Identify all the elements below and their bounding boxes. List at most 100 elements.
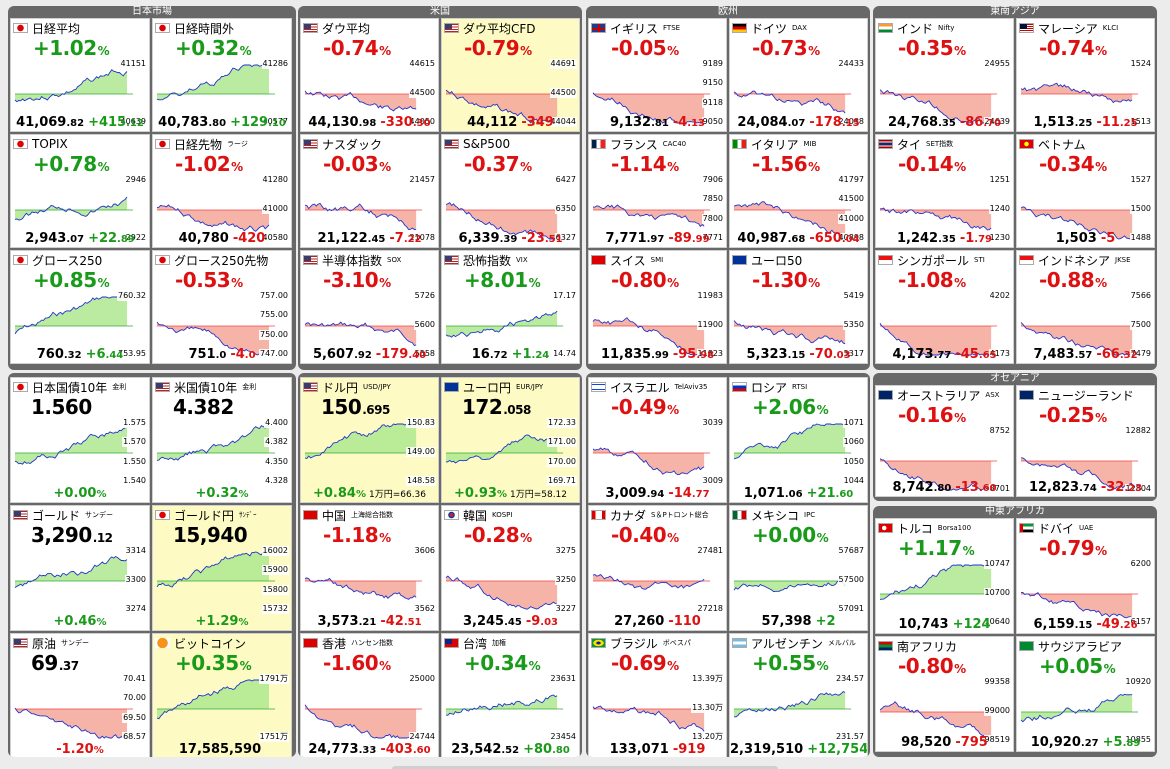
y-axis-label: 4202 [988, 291, 1011, 301]
market-tile[interactable]: ゴールド サンデー 3,290.12 3314 3300 3274 +0.46% [10, 505, 150, 631]
tile-name: 日本国債10年 [32, 380, 108, 395]
tile-subtitle: EUR/JPY [516, 383, 544, 391]
uk-flag-icon [591, 23, 606, 33]
market-tile[interactable]: 香港 ハンセン指数 -1.60% 25000 24744 24,773.33 -403.60 [300, 633, 439, 757]
tile-footer: 40,780 -420 [153, 231, 291, 246]
tile-name: 韓国 [463, 508, 488, 523]
market-tile[interactable]: インド Nifty -0.35% 24955 24639 24,768.35 -86.70 [875, 18, 1014, 132]
market-tile[interactable]: メキシコ IPC +0.00% 57687 57500 57091 57,398 +2 [729, 505, 868, 631]
market-tile[interactable]: 日経平均 +1.02% 41151 40639 41,069.82 +415.12 [10, 18, 150, 132]
market-tile[interactable]: ナスダック -0.03% 21457 21078 21,122.45 -7.22 [300, 134, 439, 248]
market-tile[interactable]: S&P500 -0.37% 6427 6350 6327 6,339.39 -23.51 [441, 134, 580, 248]
market-tile[interactable]: イギリス FTSE -0.05% 9189 9150 9118 9050 9,132.81 -4… [588, 18, 727, 132]
market-tile[interactable]: サウジアラビア +0.05% 10920 10855 10,920.27 +5.89 [1016, 636, 1155, 752]
market-tile[interactable]: ユーロ50 -1.30% 5419 5350 5317 5,323.15 -70.03 [729, 250, 868, 364]
market-tile[interactable]: ダウ平均CFD -0.79% 44691 44500 44044 44,112 -349 [441, 18, 580, 132]
market-tile[interactable]: スイス SMI -0.80% 11983 11900 11823 11,835.99 -95.… [588, 250, 727, 364]
last-price-int: 5,323 [746, 347, 788, 362]
market-tile[interactable]: イタリア MIB -1.56% 41797 41500 41000 40898 40,987.… [729, 134, 868, 248]
market-tile[interactable]: ブラジル ボベスパ -0.69% 13.39万 13.30万 13.20万 133,071-… [588, 633, 727, 757]
price-line [733, 320, 846, 345]
market-tile[interactable]: 日本国債10年 金利 1.560 1.575 1.570 1.550 1.540 +0.00% [10, 377, 150, 503]
chart-area [446, 695, 558, 716]
market-tile[interactable]: ドイツ DAX -0.73% 24433 24038 24,084.07 -178.15 [729, 18, 868, 132]
price-line [592, 705, 705, 732]
chart-container: 1251 1240 1230 [880, 175, 1011, 245]
chart-area [157, 680, 269, 719]
market-tile[interactable]: マレーシア KLCI -0.74% 1524 1513 1,513.25 -11.25 [1016, 18, 1155, 132]
price-change-int: -95 [672, 347, 697, 362]
group-us: 米国 ダウ平均 -0.74% 44615 44500 44050 44,130.98 -33… [298, 6, 582, 370]
market-tile[interactable]: 原油 サンデー 69.37 70.41 70.00 69.50 68.57 -1.20% [10, 633, 150, 757]
tile-footer: 6,339.39 -23.51 [442, 231, 579, 246]
tile-header: グロース250 [13, 253, 147, 267]
market-tile[interactable]: フランス CAC40 -1.14% 7906 7850 7800 7771 7,771.97-… [588, 134, 727, 248]
market-tile[interactable]: タイ SET指数 -0.14% 1251 1240 1230 1,242.35 -1.79 [875, 134, 1014, 248]
main-value-text: -0.79 [464, 36, 520, 60]
market-tile[interactable]: 南アフリカ -0.80% 99358 99000 98519 98,520 -795 [875, 636, 1014, 752]
tile-main-value: 1.560 [31, 395, 93, 419]
horizontal-scrollbar[interactable] [392, 766, 778, 769]
price-chart [14, 69, 133, 103]
market-tile[interactable]: 日経時間外 +0.32% 41286 40577 40,783.80 +129.10 [152, 18, 292, 132]
price-chart [304, 321, 423, 347]
market-tile[interactable]: インドネシア JKSE -0.88% 7566 7500 7479 7,483.57 -66.… [1016, 250, 1155, 364]
percent-sign: % [667, 160, 679, 174]
market-tile[interactable]: ニュージーランド -0.25% 12882 12804 12,823.74 -32.23 [1016, 385, 1155, 497]
market-tile[interactable]: TOPIX +0.78% 2946 2922 2,943.07 +22.89 [10, 134, 150, 248]
market-tile[interactable]: ドバイ UAE -0.79% 6200 6157 6,159.15 -49.26 [1016, 518, 1155, 634]
market-tile[interactable]: 恐怖指数 VIX +8.01% 17.17 14.74 16.72 +1.24 [441, 250, 580, 364]
price-chart [156, 679, 275, 720]
market-tile[interactable]: イスラエル TelAviv35 -0.49% 3039 3009 3,009.94 -14.… [588, 377, 727, 503]
percent-sign: % [954, 662, 966, 676]
price-change-int: -330 [380, 115, 413, 130]
market-tile[interactable]: 米国債10年 金利 4.382 4.400 4.382 4.350 4.328 +0.32% [152, 377, 292, 503]
y-axis-label: 57687 [837, 546, 865, 556]
ca-flag-icon [591, 510, 606, 520]
market-tile[interactable]: ゴールド円 ｻﾝﾃﾞｰ 15,940 16002 15900 15800 15732 +1.2… [152, 505, 292, 631]
price-line [1020, 322, 1133, 356]
price-change-int: -349 [521, 115, 554, 130]
chart-area [880, 208, 992, 230]
tile-footer: 23,542.52 +80.80 [442, 742, 579, 757]
tile-header: メキシコ IPC [732, 508, 865, 522]
y-axis-label: 4.328 [264, 476, 289, 486]
last-price: 6,159.15 [1033, 617, 1092, 632]
tile-header: ゴールド サンデー [13, 508, 147, 522]
market-tile[interactable]: カナダ S＆Pトロント総合 -0.40% 27481 27218 27,260 -110 [588, 505, 727, 631]
market-tile[interactable]: トルコ Borsa100 +1.17% 10747 10700 10640 10,743 +1… [875, 518, 1014, 634]
market-tile[interactable]: ダウ平均 -0.74% 44615 44500 44050 44,130.98 -330.3… [300, 18, 439, 132]
market-tile[interactable]: ユーロ円 EUR/JPY 172.058 172.33 171.00 170.00 169.… [441, 377, 580, 503]
y-axis-label: 40639 [119, 117, 147, 127]
market-tile[interactable]: 日経先物 ラージ -1.02% 41280 41000 40580 40,780 -420 [152, 134, 292, 248]
y-axis-label: 1488 [1129, 233, 1152, 243]
market-tile[interactable]: 半導体指数 SOX -3.10% 5726 5600 5558 5,607.92 -179.4… [300, 250, 439, 364]
footer-change-percent: +0.46 [53, 614, 97, 629]
price-change: -23.51 [521, 231, 562, 246]
price-change-fraction: .40 [408, 350, 427, 361]
market-tile[interactable]: グロース250先物 -0.53% 757.00 755.00 750.00 747.00 7… [152, 250, 292, 364]
market-tile[interactable]: ベトナム -0.34% 1527 1500 1488 1,503 -5 [1016, 134, 1155, 248]
market-tile[interactable]: オーストラリア ASX -0.16% 8752 8701 8,742.80 -13.60 [875, 385, 1014, 497]
market-tile[interactable]: シンガポール STI -1.08% 4202 4173 4,173.77 -45.65 [875, 250, 1014, 364]
market-tile[interactable]: グロース250 +0.85% 760.32 753.95 760.32 +6.44 [10, 250, 150, 364]
price-chart [156, 204, 275, 232]
market-tile[interactable]: アルゼンチン メルバル +0.55% 234.57 231.57 2,319,510 +12… [729, 633, 868, 757]
price-chart [592, 204, 711, 228]
market-tile[interactable]: 韓国 KOSPI -0.28% 3275 3250 3227 3,245.45 -9.03 [441, 505, 580, 631]
percent-sign: % [808, 44, 820, 58]
chart-area [446, 576, 558, 610]
tile-subtitle: ラージ [227, 140, 248, 148]
market-tile[interactable]: 台湾 加権 +0.34% 23631 23454 23,542.52 +80.80 [441, 633, 580, 757]
tile-header: マレーシア KLCI [1019, 21, 1152, 35]
market-tile[interactable]: ビットコイン +0.35% 1791万 1751万 17,585,590 [152, 633, 292, 757]
market-tile[interactable]: ドル円 USD/JPY 150.695 150.83 149.00 148.58 +0.84… [300, 377, 439, 503]
y-axis-label: 4.382 [264, 437, 289, 448]
last-price-fraction: .0 [215, 350, 227, 361]
tile-main-value: +1.17% [898, 536, 975, 560]
price-line [879, 89, 992, 124]
market-tile[interactable]: 中国 上海総合指数 -1.18% 3606 3562 3,573.21 -42.51 [300, 505, 439, 631]
last-price-int: 1,513 [1033, 115, 1075, 130]
chart-container: 234.57 231.57 [733, 674, 865, 744]
market-tile[interactable]: ロシア RTSI +2.06% 1071 1060 1050 1044 1,071.06 +21… [729, 377, 868, 503]
